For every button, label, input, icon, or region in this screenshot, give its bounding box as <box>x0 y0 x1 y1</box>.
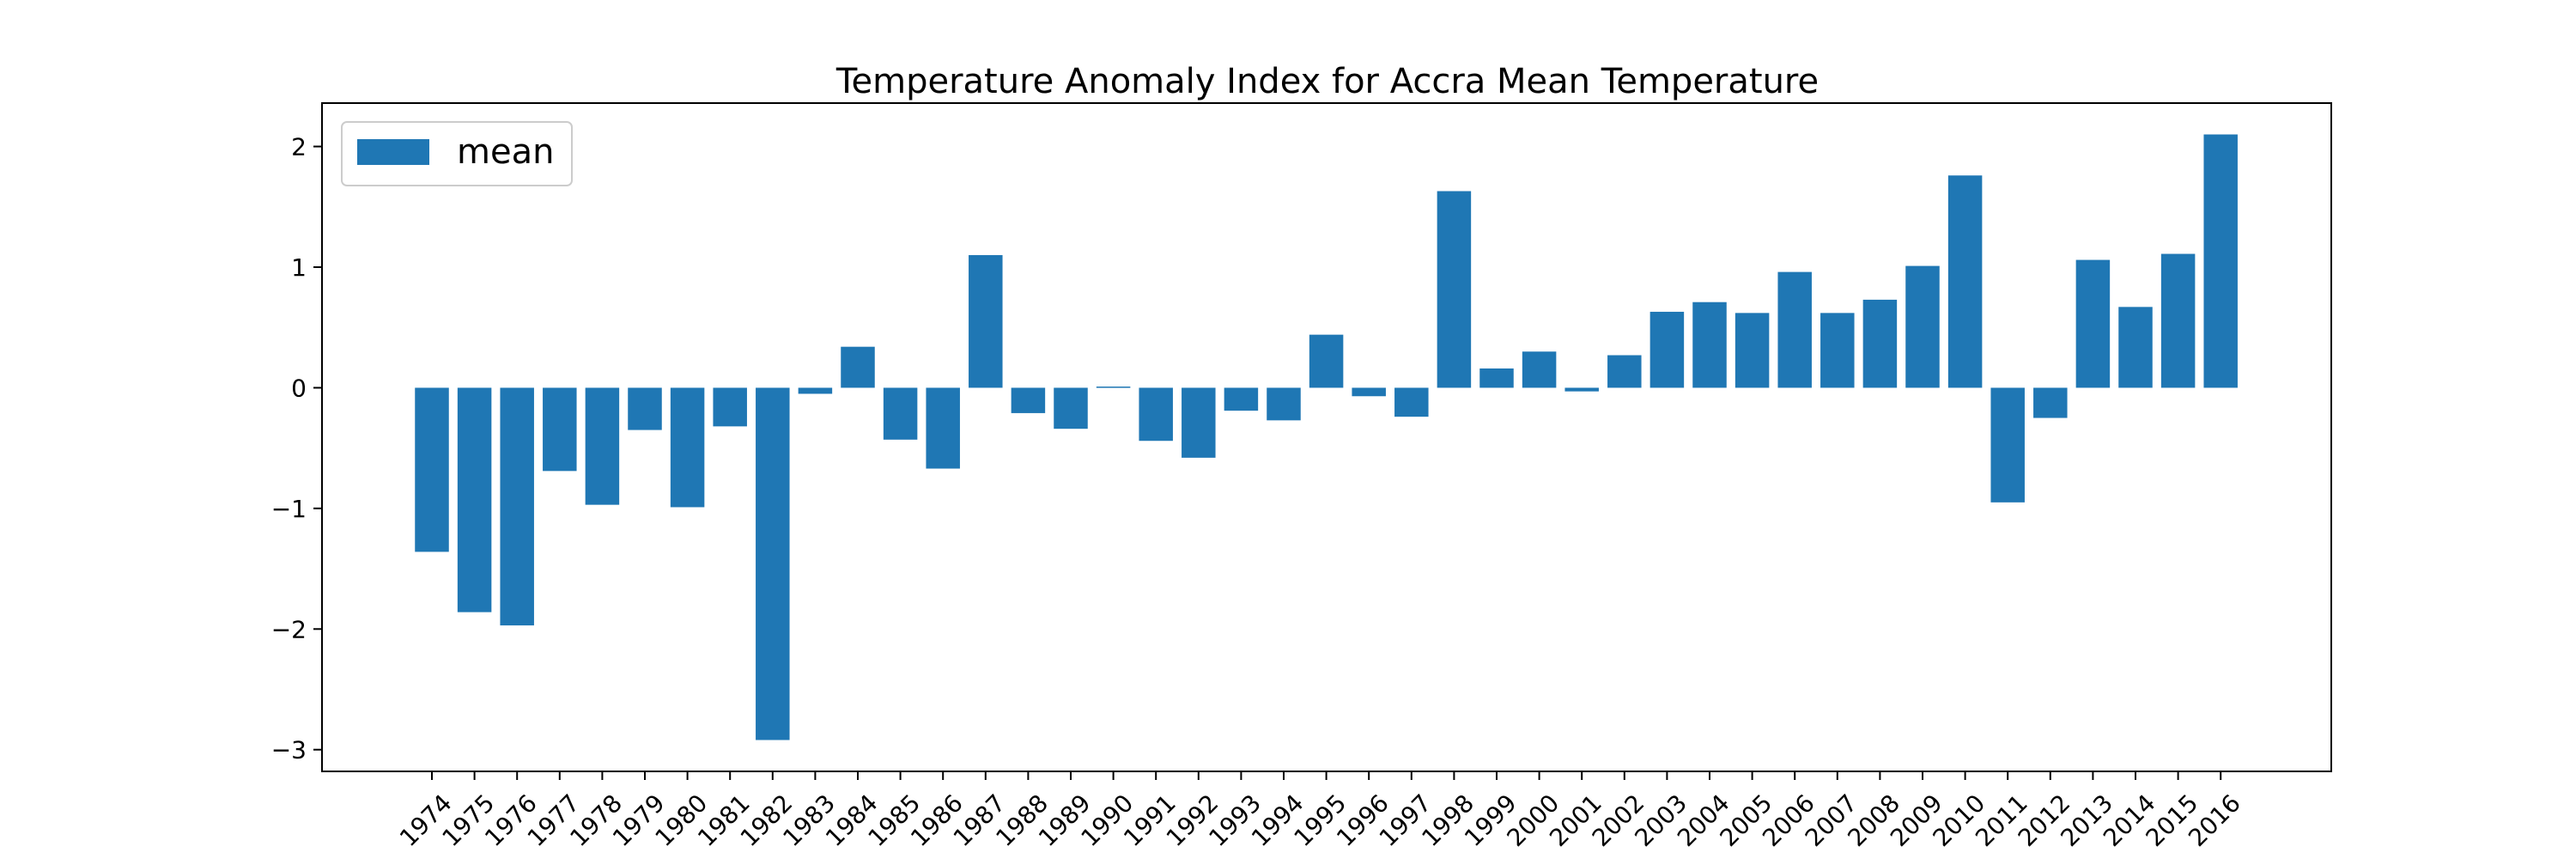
bar-1979 <box>628 387 662 430</box>
bar-2000 <box>1522 351 1557 388</box>
bar-1980 <box>670 387 705 508</box>
bar-2004 <box>1692 302 1727 388</box>
bar-1990 <box>1096 387 1131 388</box>
bar-2005 <box>1735 313 1770 388</box>
bar-2012 <box>2033 387 2068 418</box>
bar-1975 <box>457 387 492 612</box>
legend-swatch <box>357 139 429 165</box>
bar-1996 <box>1352 387 1386 397</box>
bar-1977 <box>543 387 577 472</box>
y-tick-label: 2 <box>291 133 307 161</box>
bars <box>415 134 2238 740</box>
y-tick-label: 1 <box>291 253 307 282</box>
bar-1987 <box>969 254 1003 388</box>
bar-2010 <box>1947 175 1983 388</box>
bar-1983 <box>798 387 833 394</box>
bar-1988 <box>1011 387 1046 413</box>
legend-box <box>341 121 573 186</box>
y-tick-label: 0 <box>291 374 307 402</box>
bar-2002 <box>1607 355 1642 388</box>
chart-title: Temperature Anomaly Index for Accra Mean… <box>835 62 1819 101</box>
bar-1974 <box>415 387 449 552</box>
bar-1982 <box>756 387 790 740</box>
bar-1994 <box>1267 387 1301 421</box>
bar-1985 <box>883 387 918 440</box>
bar-2015 <box>2160 253 2196 388</box>
bar-2007 <box>1820 313 1855 388</box>
bar-1998 <box>1437 191 1472 388</box>
plot-area-frame <box>321 102 2332 772</box>
bar-1995 <box>1309 334 1344 388</box>
bar-1993 <box>1224 387 1259 411</box>
bar-1984 <box>841 346 875 388</box>
bar-2003 <box>1649 311 1685 388</box>
bar-1999 <box>1479 368 1514 388</box>
bar-1991 <box>1139 387 1173 442</box>
legend: mean <box>341 121 573 186</box>
y-tick-label: −3 <box>271 736 307 765</box>
bar-1992 <box>1182 387 1216 458</box>
y-tick-label: −2 <box>271 615 307 643</box>
bar-1978 <box>585 387 620 505</box>
bar-1981 <box>713 387 747 427</box>
bar-2006 <box>1777 271 1812 388</box>
x-axis: 1974197519761977197819791980198119821983… <box>394 771 2246 852</box>
legend-label: mean <box>457 132 554 172</box>
bar-2013 <box>2075 259 2111 388</box>
bar-1989 <box>1054 387 1088 430</box>
y-axis: −3 −2 −1 0 1 2 <box>271 133 322 765</box>
bar-2016 <box>2203 134 2238 388</box>
bar-2008 <box>1862 299 1898 388</box>
bar-1986 <box>926 387 960 469</box>
bar-2001 <box>1564 387 1599 392</box>
bar-2009 <box>1905 265 1940 388</box>
y-tick-label: −1 <box>271 495 307 523</box>
bar-2011 <box>1990 387 2025 503</box>
bar-1997 <box>1394 387 1429 417</box>
bar-1976 <box>500 387 534 626</box>
bar-2014 <box>2118 307 2153 388</box>
